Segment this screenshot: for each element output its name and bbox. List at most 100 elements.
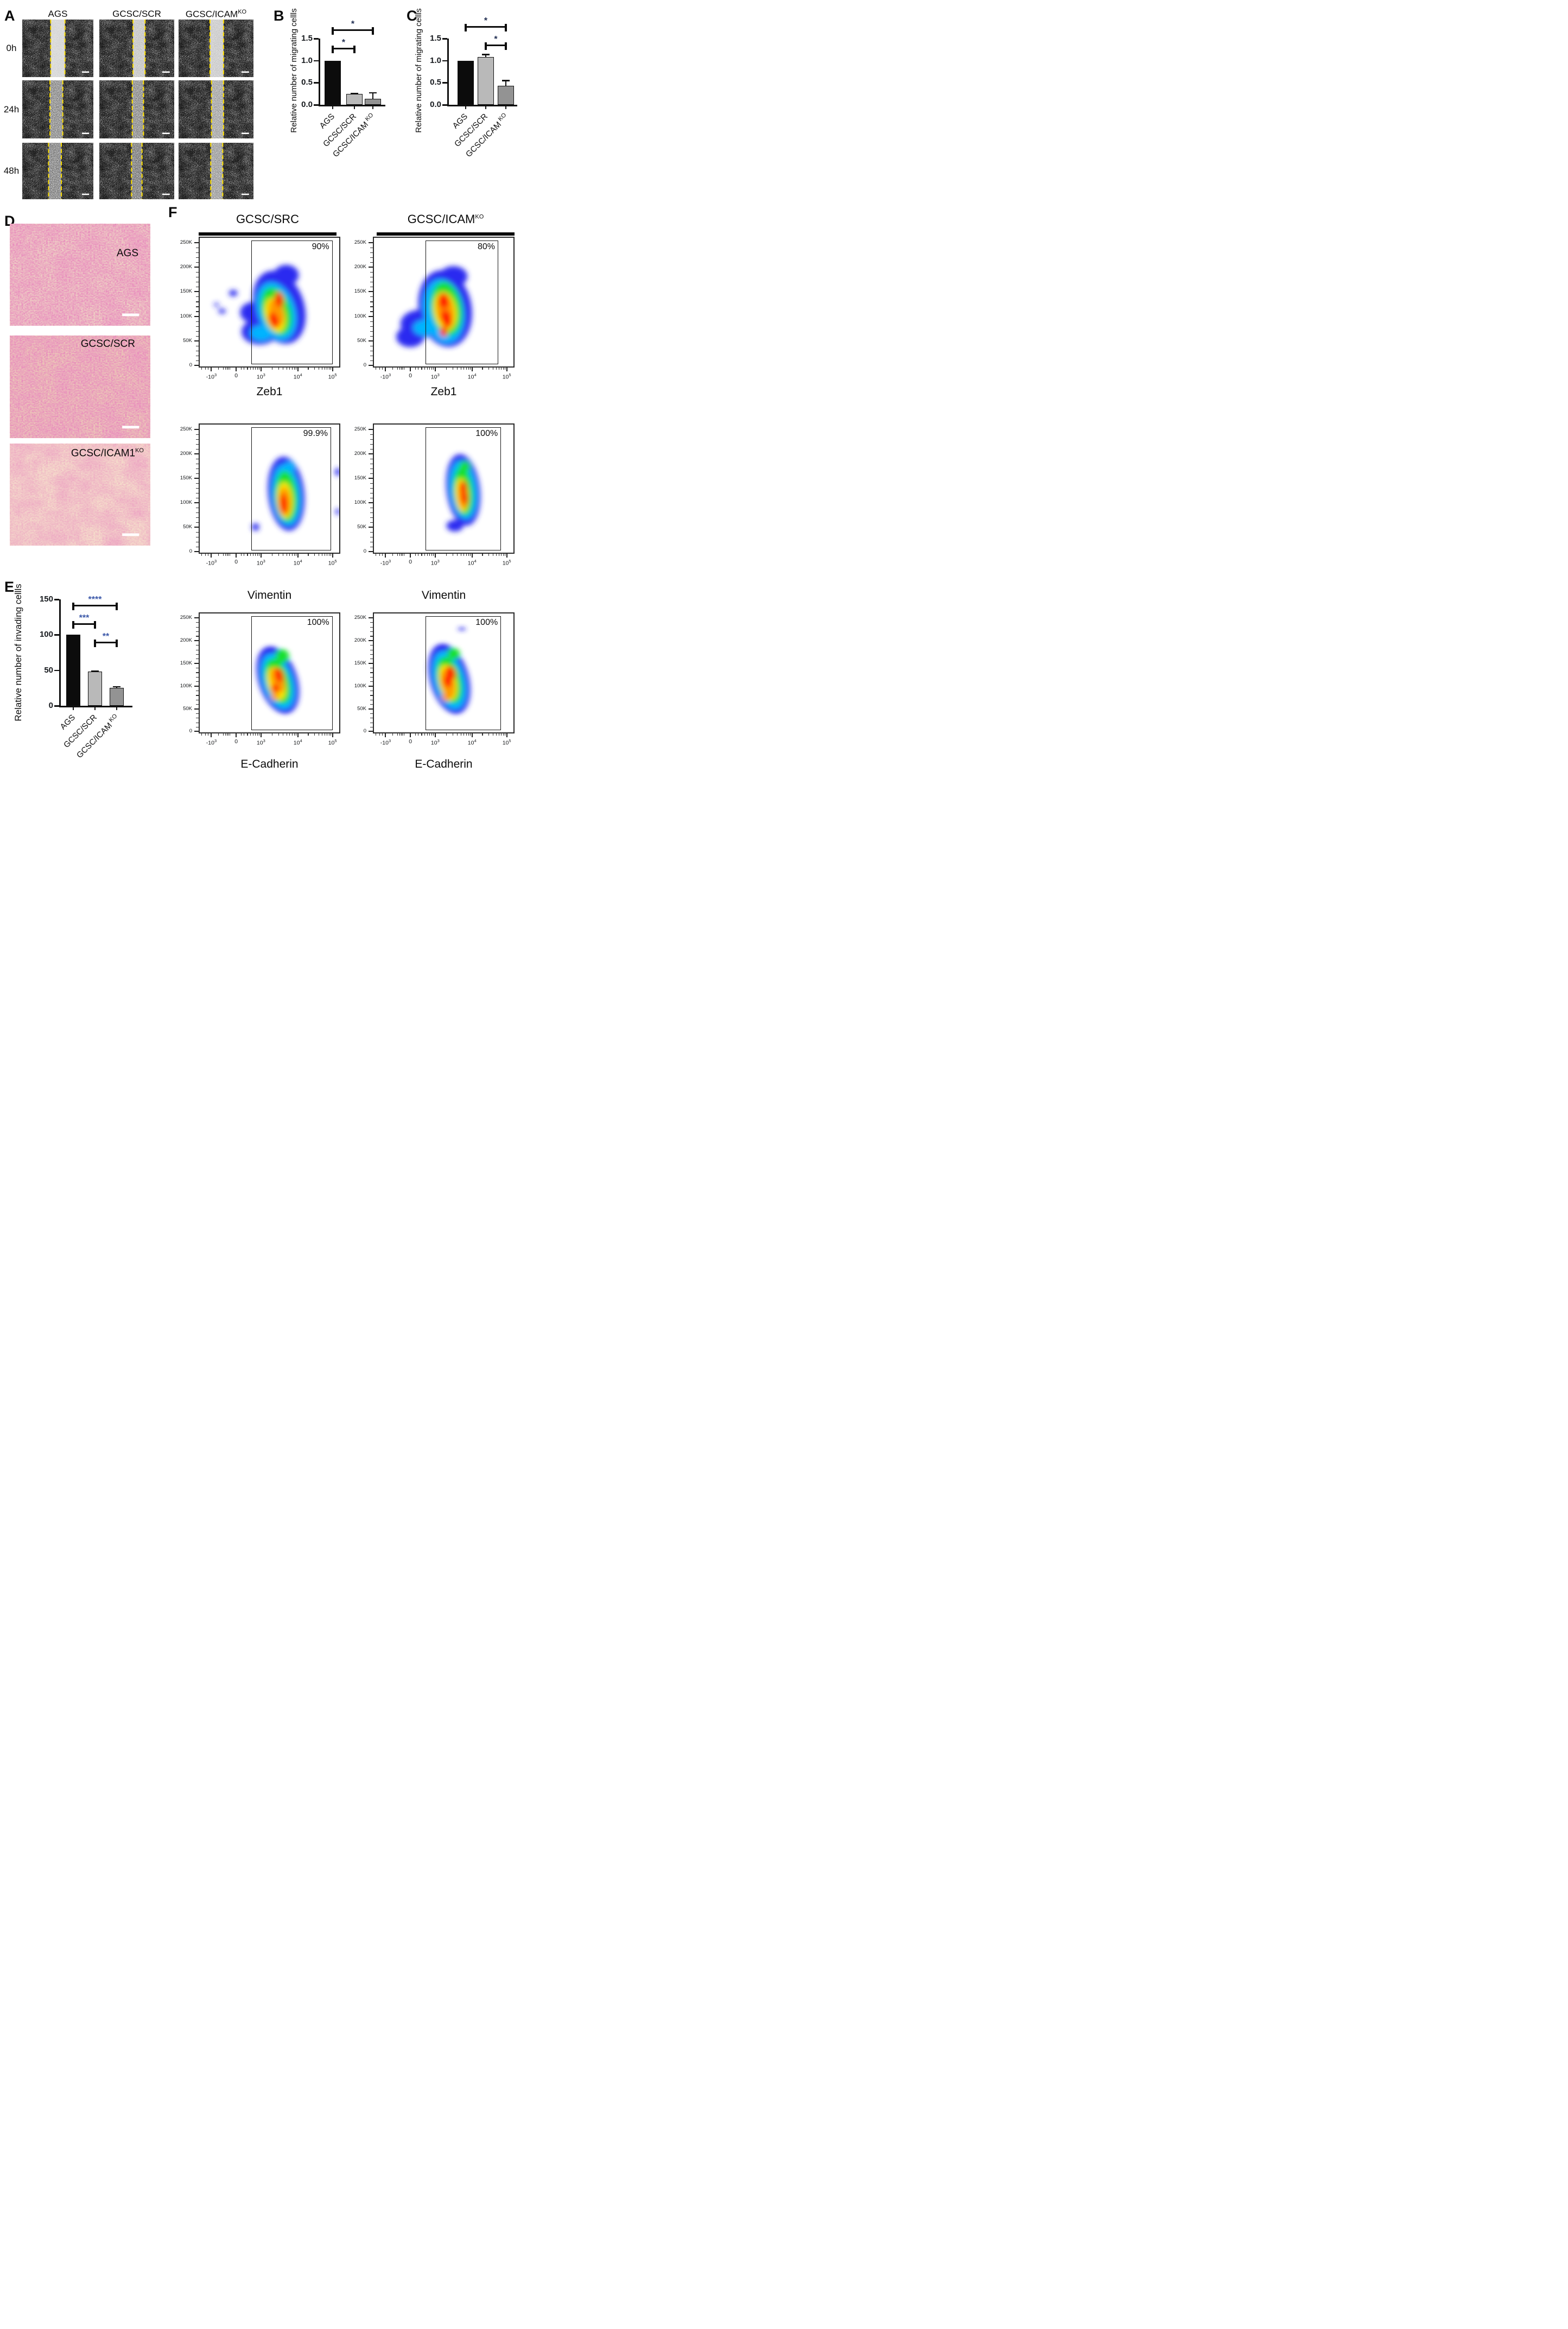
wound-assay-micrograph xyxy=(22,20,93,77)
flow-y-minor-tick xyxy=(196,483,199,484)
flow-x-minor-tick xyxy=(429,368,430,370)
ko-superscript: KO xyxy=(475,213,484,220)
flow-y-minor-tick xyxy=(196,676,199,678)
wound-assay-micrograph xyxy=(179,20,253,77)
gated-percent: 100% xyxy=(475,429,498,439)
flow-x-minor-tick xyxy=(201,733,202,736)
bracket-end xyxy=(505,24,507,31)
flow-x-minor-tick xyxy=(291,554,293,556)
flow-x-minor-tick xyxy=(466,733,467,736)
x-tick-mark xyxy=(353,106,356,109)
flow-x-minor-tick xyxy=(382,368,383,370)
flow-x-minor-tick xyxy=(429,733,430,736)
flow-x-minor-tick xyxy=(379,733,380,736)
flow-x-minor-tick xyxy=(433,368,434,370)
tick-text: 10 xyxy=(467,560,474,567)
flow-y-tick xyxy=(194,685,199,687)
x-tick-mark xyxy=(94,707,96,710)
flow-y-minor-tick xyxy=(370,532,373,533)
tick-exponent: 4 xyxy=(300,372,302,377)
flow-x-minor-tick xyxy=(488,368,489,370)
flow-y-tick-label: 200K xyxy=(180,450,192,457)
flow-x-tick-label: 103 xyxy=(245,559,277,567)
flow-x-minor-tick xyxy=(218,733,219,736)
flow-y-tick xyxy=(194,365,199,366)
tick-exponent: 4 xyxy=(474,372,477,377)
bar xyxy=(110,688,124,706)
tick-text: 10 xyxy=(328,560,335,567)
flow-y-tick xyxy=(369,551,373,553)
flow-y-minor-tick xyxy=(370,631,373,632)
flow-y-tick-label: 0 xyxy=(189,548,192,555)
tick-exponent: 5 xyxy=(334,372,337,377)
tick-text: 10 xyxy=(256,560,263,567)
tick-text: 10 xyxy=(293,739,300,746)
category-text: AGS xyxy=(58,713,78,732)
flow-y-minor-tick xyxy=(370,704,373,705)
flow-plot-frame xyxy=(373,423,515,554)
flow-y-tick xyxy=(369,453,373,454)
flow-y-minor-tick xyxy=(370,360,373,362)
significance-bracket-line xyxy=(333,48,354,49)
flow-x-tick xyxy=(236,554,237,558)
flow-x-minor-tick xyxy=(402,368,403,370)
micrograph-texture xyxy=(10,224,150,326)
panel-d-label-icam1ko: GCSC/ICAM1KO xyxy=(10,447,144,459)
flow-x-minor-tick xyxy=(255,368,256,370)
flow-y-tick xyxy=(369,315,373,317)
transwell-micrograph xyxy=(10,444,150,546)
flow-x-minor-tick xyxy=(278,554,279,556)
micrograph-texture xyxy=(99,80,174,138)
header-text: GCSC/ICAM xyxy=(407,212,475,226)
bracket-end xyxy=(332,46,334,53)
tick-exponent: 4 xyxy=(474,559,477,564)
error-bar-cap xyxy=(351,92,358,94)
flow-y-tick xyxy=(194,708,199,710)
flow-x-tick xyxy=(410,368,411,371)
flow-x-minor-tick xyxy=(466,554,467,556)
flow-x-minor-tick xyxy=(289,368,290,370)
significance-bracket-line xyxy=(486,45,506,46)
flow-x-minor-tick xyxy=(427,554,428,556)
ko-superscript: KO xyxy=(238,9,247,15)
flow-x-tick xyxy=(385,368,386,371)
col-header-text: AGS xyxy=(48,9,68,19)
tick-exponent: 5 xyxy=(334,738,337,743)
flow-x-minor-tick xyxy=(466,368,467,370)
flow-y-tick xyxy=(194,340,199,341)
flow-y-tick-label: 200K xyxy=(354,263,366,270)
tick-text: 0 xyxy=(409,372,412,379)
flow-x-minor-tick xyxy=(469,368,471,370)
flow-x-minor-tick xyxy=(457,368,458,370)
flow-x-minor-tick xyxy=(401,733,402,736)
y-tick-label: 150 xyxy=(39,594,53,604)
flow-y-minor-tick xyxy=(196,448,199,450)
flow-y-minor-tick xyxy=(370,473,373,474)
flow-y-tick xyxy=(194,662,199,664)
flow-y-tick xyxy=(194,527,199,528)
tick-exponent: 5 xyxy=(509,738,511,743)
panel-d-label-scr: GCSC/SCR xyxy=(10,338,135,350)
x-tick-mark xyxy=(372,106,374,109)
tick-text: 10 xyxy=(467,739,474,746)
flow-y-tick xyxy=(194,477,199,479)
flow-x-tick xyxy=(506,733,507,737)
label-text: AGS xyxy=(116,248,138,259)
flow-x-tick xyxy=(471,733,473,737)
flow-y-minor-tick xyxy=(370,713,373,714)
chart-e-invading-cells: 0 50 100 150 AGS GCSC/SCR GCSC/ICAM KO **** *** *… xyxy=(11,575,177,776)
flow-y-tick-label: 200K xyxy=(180,263,192,270)
chart-b-migrating-cells: 0.0 0.5 1.0 1.5 AGS GCSC/SCR GCSC/ICAM KO * * xyxy=(274,20,412,190)
flow-x-minor-tick xyxy=(392,554,393,556)
significance-bracket-line xyxy=(73,605,117,606)
error-bar-line xyxy=(485,54,486,58)
flow-x-tick-label: 104 xyxy=(456,738,488,746)
flow-y-minor-tick xyxy=(370,622,373,623)
micrograph-texture xyxy=(22,20,93,77)
flow-y-minor-tick xyxy=(370,301,373,302)
flow-y-tick xyxy=(369,340,373,341)
flow-x-minor-tick xyxy=(218,554,219,556)
flow-y-minor-tick xyxy=(370,326,373,327)
flow-plot-frame xyxy=(373,612,515,733)
flow-y-minor-tick xyxy=(196,271,199,273)
